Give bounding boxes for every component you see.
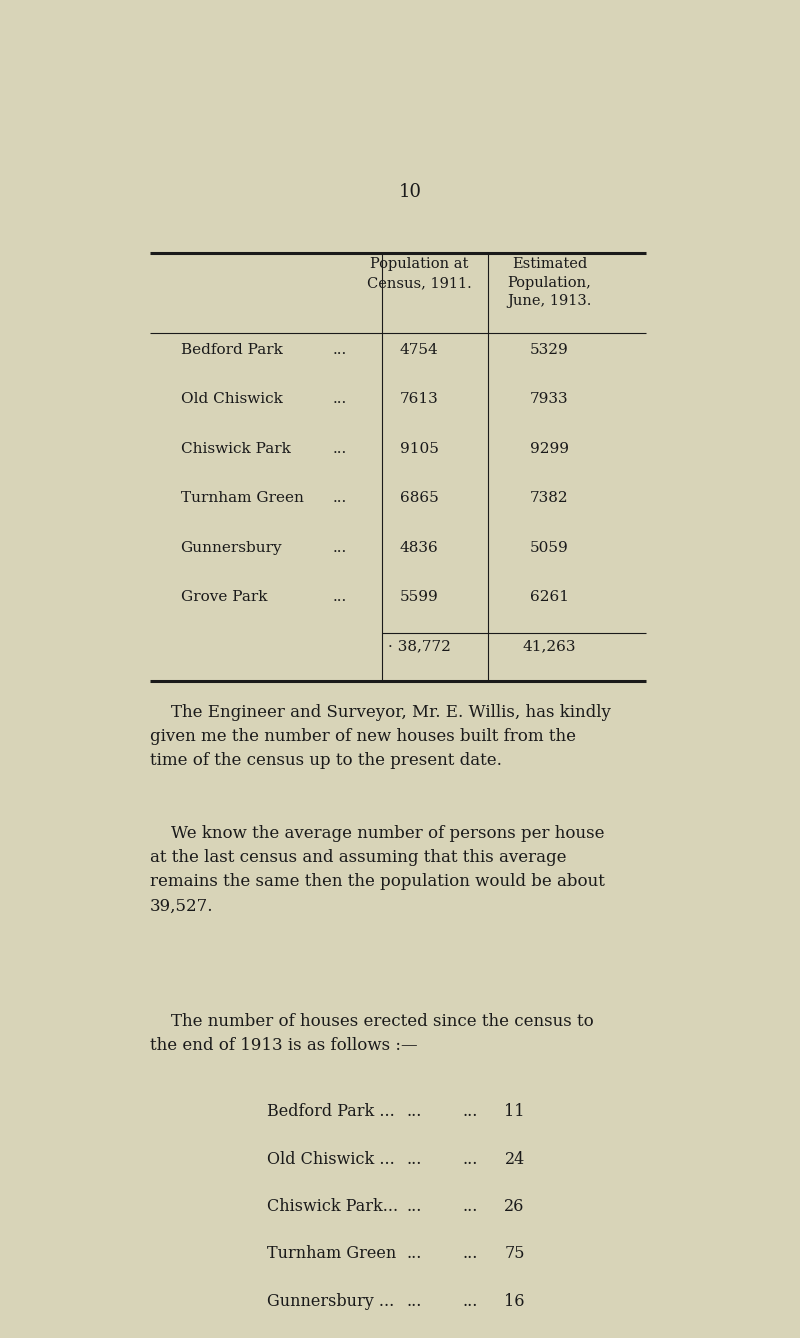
Text: 75: 75	[504, 1246, 525, 1263]
Text: ...: ...	[462, 1151, 478, 1168]
Text: 11: 11	[504, 1104, 525, 1120]
Text: ...: ...	[333, 442, 346, 456]
Text: 5329: 5329	[530, 343, 569, 357]
Text: Old Chiswick ...: Old Chiswick ...	[267, 1151, 395, 1168]
Text: 6865: 6865	[400, 491, 438, 506]
Text: 9105: 9105	[400, 442, 438, 456]
Text: 6261: 6261	[530, 590, 569, 605]
Text: 24: 24	[505, 1151, 525, 1168]
Text: ...: ...	[333, 590, 346, 605]
Text: Population at
Census, 1911.: Population at Census, 1911.	[367, 257, 472, 290]
Text: ...: ...	[333, 343, 346, 357]
Text: 7382: 7382	[530, 491, 569, 506]
Text: Bedford Park ...: Bedford Park ...	[267, 1104, 395, 1120]
Text: ...: ...	[462, 1198, 478, 1215]
Text: We know the average number of persons per house
at the last census and assuming : We know the average number of persons pe…	[150, 826, 605, 915]
Text: Grove Park: Grove Park	[181, 590, 267, 605]
Text: · 38,772: · 38,772	[388, 640, 450, 654]
Text: The number of houses erected since the census to
the end of 1913 is as follows :: The number of houses erected since the c…	[150, 1013, 594, 1054]
Text: 5599: 5599	[400, 590, 438, 605]
Text: Gunnersbury: Gunnersbury	[181, 541, 282, 555]
Text: 7933: 7933	[530, 392, 569, 407]
Text: 41,263: 41,263	[522, 640, 576, 654]
Text: Bedford Park: Bedford Park	[181, 343, 282, 357]
Text: Chiswick Park: Chiswick Park	[181, 442, 290, 456]
Text: ...: ...	[407, 1151, 422, 1168]
Text: ...: ...	[333, 541, 346, 555]
Text: Estimated
Population,
June, 1913.: Estimated Population, June, 1913.	[507, 257, 592, 308]
Text: 4836: 4836	[400, 541, 438, 555]
Text: Old Chiswick: Old Chiswick	[181, 392, 282, 407]
Text: 26: 26	[504, 1198, 525, 1215]
Text: ...: ...	[462, 1104, 478, 1120]
Text: Chiswick Park...: Chiswick Park...	[267, 1198, 398, 1215]
Text: Gunnersbury ...: Gunnersbury ...	[267, 1293, 394, 1310]
Text: ...: ...	[462, 1246, 478, 1263]
Text: ...: ...	[407, 1293, 422, 1310]
Text: 16: 16	[504, 1293, 525, 1310]
Text: Turnham Green: Turnham Green	[181, 491, 303, 506]
Text: ...: ...	[462, 1293, 478, 1310]
Text: The Engineer and Surveyor, Mr. E. Willis, has kindly
given me the number of new : The Engineer and Surveyor, Mr. E. Willis…	[150, 704, 610, 769]
Text: 9299: 9299	[530, 442, 569, 456]
Text: ...: ...	[333, 491, 346, 506]
Text: 7613: 7613	[400, 392, 438, 407]
Text: ...: ...	[407, 1198, 422, 1215]
Text: ...: ...	[333, 392, 346, 407]
Text: Turnham Green: Turnham Green	[267, 1246, 397, 1263]
Text: 5059: 5059	[530, 541, 569, 555]
Text: 4754: 4754	[400, 343, 438, 357]
Text: ...: ...	[407, 1246, 422, 1263]
Text: ...: ...	[407, 1104, 422, 1120]
Text: 10: 10	[398, 183, 422, 201]
